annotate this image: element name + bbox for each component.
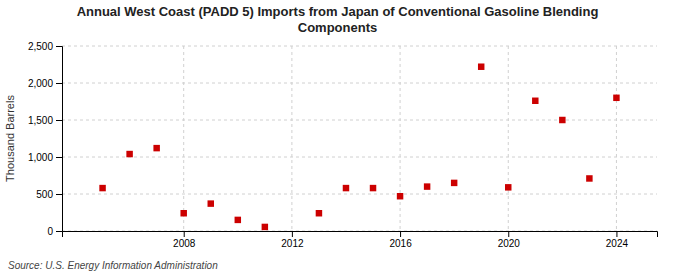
grid-line — [291, 46, 292, 231]
tick-label: 2008 — [173, 238, 196, 249]
tick-label: 2,000 — [28, 78, 53, 89]
tick: 1,000 — [28, 152, 62, 163]
tick-label: 500 — [36, 189, 53, 200]
tick-mark — [56, 231, 62, 232]
tick-label: 2024 — [606, 238, 629, 249]
tick: 2,000 — [28, 78, 62, 89]
plot-area: 2008 2012 2016 2020 2024 0 500 1,000 1,500 2,000 2… — [28, 41, 658, 249]
grid-line — [62, 157, 657, 158]
axis-line — [56, 47, 63, 232]
tick-mark — [56, 120, 62, 121]
tick-mark — [56, 194, 62, 195]
y-axis-label: Thousand Barrels — [4, 95, 16, 182]
tick-mark — [616, 231, 617, 237]
point — [505, 184, 511, 190]
point — [559, 117, 565, 123]
tick: 500 — [36, 189, 62, 200]
grid-line — [508, 46, 509, 231]
tick-mark — [56, 46, 62, 47]
tick-label: 2,500 — [28, 41, 53, 52]
title-line: Annual West Coast (PADD 5) Imports from … — [77, 4, 599, 19]
grid — [62, 46, 657, 231]
tick: 2020 — [498, 231, 521, 249]
point — [370, 185, 376, 191]
tick: 2,500 — [28, 41, 62, 52]
point — [99, 185, 105, 191]
tick: 0 — [47, 226, 62, 237]
tick-label: 1,000 — [28, 152, 53, 163]
point — [235, 217, 241, 223]
tick-label: 1,500 — [28, 115, 53, 126]
point — [343, 185, 349, 191]
point — [153, 145, 159, 151]
tick-mark — [400, 231, 401, 237]
grid-line — [616, 46, 617, 231]
chart: 2008 2012 2016 2020 2024 0 500 1,000 1,500 2,000 2… — [0, 0, 675, 275]
grid-line — [183, 46, 184, 231]
point — [451, 180, 457, 186]
tick: 2012 — [281, 231, 304, 249]
title: Annual West Coast (PADD 5) Imports from … — [77, 4, 599, 35]
point — [316, 210, 322, 216]
y-axis: 0 500 1,000 1,500 2,000 2,500 — [28, 41, 63, 237]
point — [208, 200, 214, 206]
title-line: Components — [298, 20, 377, 35]
point — [262, 224, 268, 230]
tick: 1,500 — [28, 115, 62, 126]
point — [478, 63, 484, 69]
tick-label: 2020 — [498, 238, 521, 249]
point — [397, 193, 403, 199]
annotation: Source: U.S. Energy Information Administ… — [8, 260, 218, 271]
grid-line — [62, 194, 657, 195]
point — [424, 183, 430, 189]
grid-line — [62, 120, 657, 121]
tick-mark — [56, 83, 62, 84]
tick-mark — [56, 157, 62, 158]
tick-label: 2012 — [281, 238, 304, 249]
tick-mark — [292, 231, 293, 237]
tick: 2008 — [173, 231, 196, 249]
point — [126, 151, 132, 157]
tick-label: 0 — [47, 226, 53, 237]
point — [180, 210, 186, 216]
point — [532, 98, 538, 104]
grid-line — [62, 46, 657, 47]
tick-label: 2016 — [389, 238, 412, 249]
x-axis: 2008 2012 2016 2020 2024 — [63, 231, 658, 249]
tick: 2024 — [606, 231, 629, 249]
marks — [99, 63, 619, 230]
point — [613, 95, 619, 101]
tick-mark — [508, 231, 509, 237]
grid-line — [400, 46, 401, 231]
point — [586, 175, 592, 181]
tick: 2016 — [389, 231, 412, 249]
grid-line — [62, 83, 657, 84]
tick-mark — [184, 231, 185, 237]
axis-line — [63, 232, 658, 238]
